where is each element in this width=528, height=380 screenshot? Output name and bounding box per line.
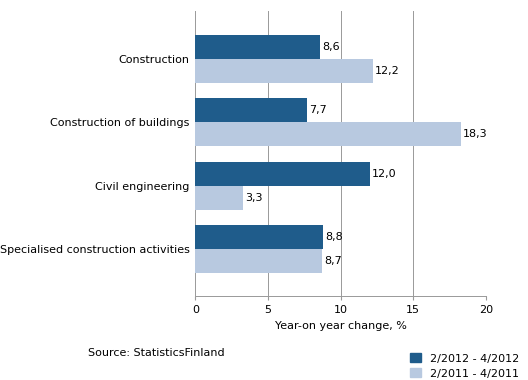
Text: 12,2: 12,2 [375, 66, 400, 76]
Text: 12,0: 12,0 [372, 169, 397, 179]
Bar [195, 35, 320, 59]
Bar [195, 98, 307, 122]
Text: Source: StatisticsFinland: Source: StatisticsFinland [88, 348, 224, 358]
X-axis label: Year-on year change, %: Year-on year change, % [275, 321, 407, 331]
Text: 8,8: 8,8 [325, 232, 343, 242]
Text: 3,3: 3,3 [246, 193, 263, 203]
Bar [195, 225, 323, 249]
Bar [195, 249, 322, 273]
Bar [195, 162, 370, 185]
Legend: 2/2012 - 4/2012, 2/2011 - 4/2011: 2/2012 - 4/2012, 2/2011 - 4/2011 [410, 353, 519, 378]
Bar [195, 185, 243, 210]
Bar [195, 122, 461, 146]
Text: 8,6: 8,6 [323, 42, 340, 52]
Bar [195, 59, 373, 83]
Text: 18,3: 18,3 [463, 129, 488, 139]
Text: 7,7: 7,7 [309, 105, 327, 115]
Text: 8,7: 8,7 [324, 256, 342, 266]
